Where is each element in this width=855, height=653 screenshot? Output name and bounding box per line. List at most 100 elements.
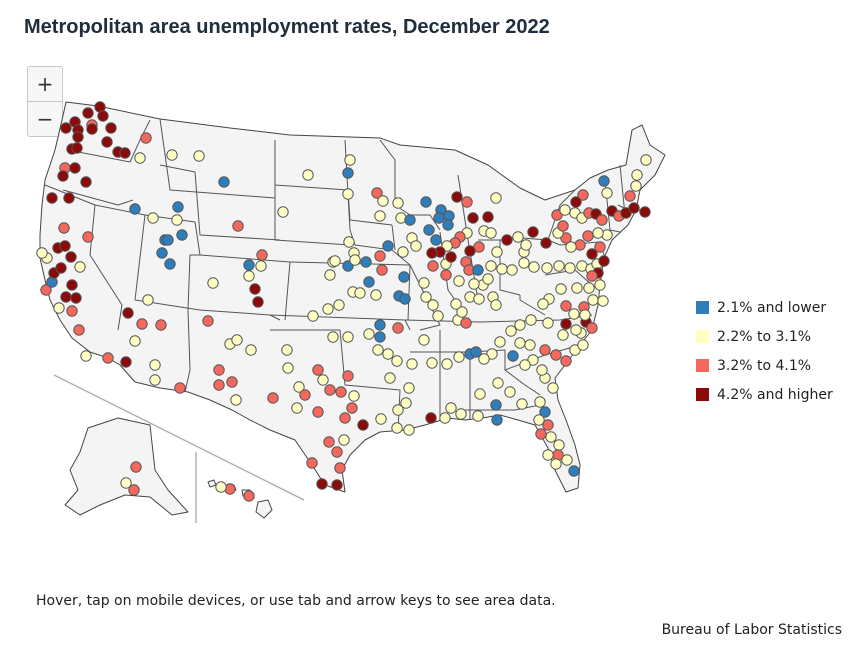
metro-marker[interactable] [539,344,551,356]
metro-marker[interactable] [628,202,640,214]
metro-marker[interactable] [243,490,255,502]
metro-marker[interactable] [442,219,454,231]
metro-marker[interactable] [568,465,580,477]
metro-marker[interactable] [342,188,354,200]
metro-marker[interactable] [147,212,159,224]
metro-marker[interactable] [213,364,225,376]
metro-marker[interactable] [540,237,552,249]
metro-marker[interactable] [105,122,117,134]
metro-marker[interactable] [63,192,75,204]
metro-marker[interactable] [149,359,161,371]
metro-marker[interactable] [218,176,230,188]
metro-marker[interactable] [363,276,375,288]
metro-marker[interactable] [490,399,502,411]
metro-marker[interactable] [343,236,355,248]
metro-marker[interactable] [307,310,319,322]
metro-marker[interactable] [571,282,583,294]
metro-marker[interactable] [541,262,553,274]
metro-marker[interactable] [441,358,453,370]
metro-marker[interactable] [410,240,422,252]
metro-marker[interactable] [46,192,58,204]
metro-marker[interactable] [344,154,356,166]
metro-marker[interactable] [346,402,358,414]
metro-marker[interactable] [335,386,347,398]
metro-marker[interactable] [202,315,214,327]
metro-marker[interactable] [418,277,430,289]
metro-marker[interactable] [468,278,480,290]
metro-marker[interactable] [631,169,643,181]
metro-marker[interactable] [164,258,176,270]
metro-marker[interactable] [506,264,518,276]
metro-marker[interactable] [527,354,539,366]
metro-marker[interactable] [485,227,497,239]
metro-marker[interactable] [354,287,366,299]
metro-marker[interactable] [281,344,293,356]
metro-marker[interactable] [277,206,289,218]
metro-marker[interactable] [162,234,174,246]
metro-marker[interactable] [520,239,532,251]
metro-marker[interactable] [333,299,345,311]
metro-marker[interactable] [249,283,261,295]
metro-marker[interactable] [496,263,508,275]
metro-marker[interactable] [551,209,563,221]
metro-marker[interactable] [331,479,343,491]
metro-marker[interactable] [560,300,572,312]
metro-marker[interactable] [491,414,503,426]
metro-marker[interactable] [507,350,519,362]
metro-marker[interactable] [467,212,479,224]
metro-marker[interactable] [302,169,314,181]
metro-marker[interactable] [528,261,540,273]
metro-marker[interactable] [542,317,554,329]
metro-marker[interactable] [536,364,548,376]
metro-marker[interactable] [404,214,416,226]
metro-marker[interactable] [102,352,114,364]
metro-marker[interactable] [324,269,336,281]
metro-marker[interactable] [382,348,394,360]
metro-marker[interactable] [172,201,184,213]
metro-marker[interactable] [516,398,528,410]
metro-marker[interactable] [439,412,451,424]
metro-marker[interactable] [66,305,78,317]
metro-marker[interactable] [450,298,462,310]
metro-marker[interactable] [420,196,432,208]
metro-marker[interactable] [324,384,336,396]
metro-marker[interactable] [555,283,567,295]
metro-marker[interactable] [375,413,387,425]
metro-marker[interactable] [55,262,67,274]
metro-marker[interactable] [564,262,576,274]
metro-marker[interactable] [445,251,457,263]
metro-marker[interactable] [86,123,98,135]
metro-marker[interactable] [579,309,591,321]
metro-marker[interactable] [66,279,78,291]
metro-marker[interactable] [598,255,610,267]
metro-marker[interactable] [374,331,386,343]
metro-marker[interactable] [377,195,389,207]
metro-marker[interactable] [374,250,386,262]
metro-marker[interactable] [491,246,503,258]
metro-marker[interactable] [568,308,580,320]
metro-marker[interactable] [243,259,255,271]
metro-marker[interactable] [533,414,545,426]
metro-marker[interactable] [80,350,92,362]
metro-marker[interactable] [331,446,343,458]
metro-marker[interactable] [432,310,444,322]
metro-marker[interactable] [357,419,369,431]
metro-marker[interactable] [545,431,557,443]
metro-marker[interactable] [374,319,386,331]
metro-marker[interactable] [391,355,403,367]
metro-marker[interactable] [334,462,346,474]
metro-marker[interactable] [312,406,324,418]
metro-marker[interactable] [427,260,439,272]
metro-marker[interactable] [231,334,243,346]
metro-marker[interactable] [316,478,328,490]
metro-marker[interactable] [524,339,536,351]
metro-marker[interactable] [291,402,303,414]
metro-marker[interactable] [587,294,599,306]
metro-marker[interactable] [398,271,410,283]
metro-marker[interactable] [630,180,642,192]
metro-marker[interactable] [557,220,569,232]
metro-marker[interactable] [136,318,148,330]
metro-marker[interactable] [120,477,132,489]
metro-marker[interactable] [400,397,412,409]
metro-marker[interactable] [620,207,632,219]
